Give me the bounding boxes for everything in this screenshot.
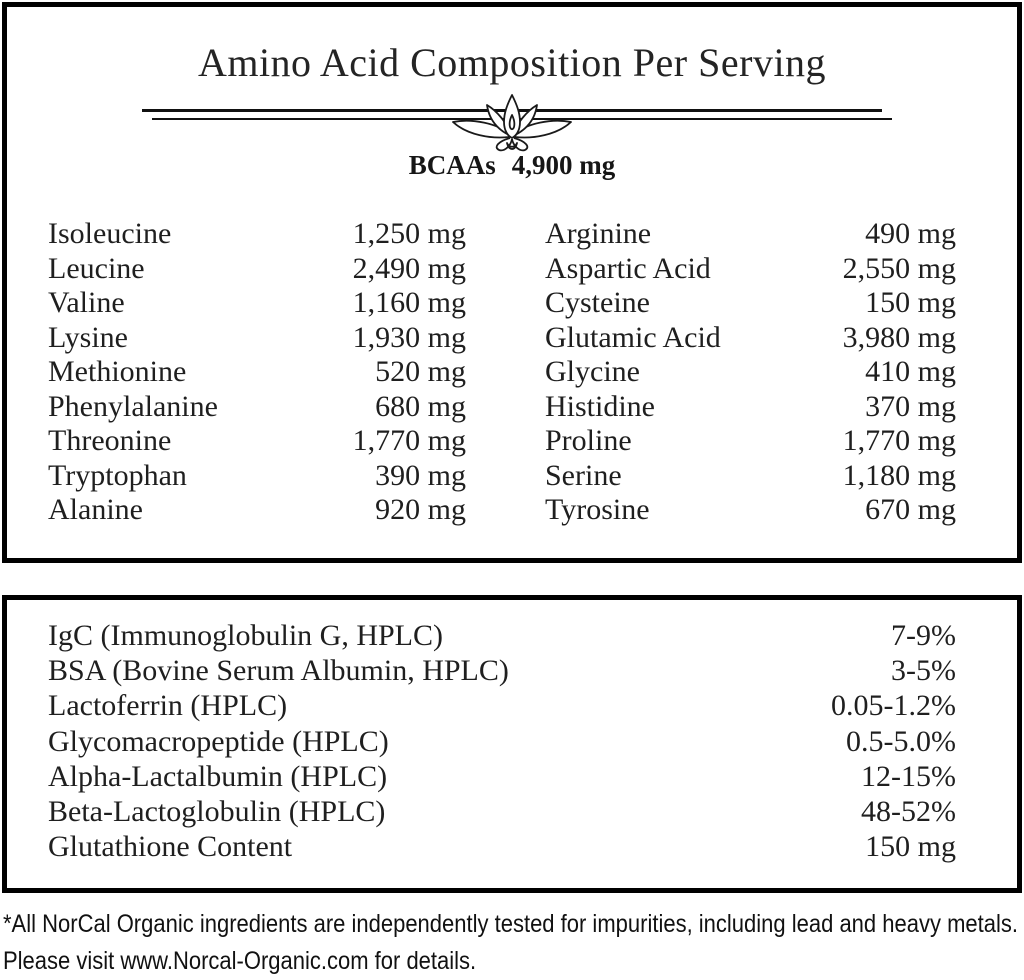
nutrient-value: 150 mg xyxy=(865,830,956,864)
table-row: Tyrosine 670 mg xyxy=(545,493,956,528)
nutrient-name: Cysteine xyxy=(545,286,650,319)
table-row: Valine 1,160 mg xyxy=(48,286,466,321)
table-row: Glycomacropeptide (HPLC) 0.5-5.0% xyxy=(48,724,956,759)
protein-fraction-panel: IgC (Immunoglobulin G, HPLC) 7-9% BSA (Bov… xyxy=(2,595,1022,893)
nutrient-value: 1,180 mg xyxy=(842,458,956,492)
nutrient-value: 3-5% xyxy=(891,654,956,688)
nutrient-name: Glutamic Acid xyxy=(545,320,721,354)
nutrient-name: Alpha-Lactalbumin (HPLC) xyxy=(48,759,388,793)
nutrient-value: 680 mg xyxy=(375,389,466,423)
table-row: Phenylalanine 680 mg xyxy=(48,390,466,425)
nutrient-value: 2,490 mg xyxy=(352,251,466,285)
nutrient-value: 1,160 mg xyxy=(352,286,466,319)
footnote: *All NorCal Organic ingredients are inde… xyxy=(3,910,1018,975)
nutrient-name: Tryptophan xyxy=(48,458,187,492)
nutrient-value: 490 mg xyxy=(865,217,956,250)
nutrient-value: 12-15% xyxy=(861,759,956,793)
nutrient-name: Methionine xyxy=(48,355,187,388)
table-row: Histidine 370 mg xyxy=(545,390,956,425)
nutrient-name: Isoleucine xyxy=(48,217,172,250)
nutrient-value: 0.5-5.0% xyxy=(846,724,956,758)
nutrient-value: 1,770 mg xyxy=(842,424,956,457)
bcaa-value: 4,900 mg xyxy=(511,150,616,180)
nutrient-value: 150 mg xyxy=(865,286,956,319)
nutrient-value: 2,550 mg xyxy=(842,251,956,285)
nutrient-value: 0.05-1.2% xyxy=(831,689,956,723)
table-row: BSA (Bovine Serum Albumin, HPLC) 3-5% xyxy=(48,653,956,688)
nutrient-name: Alanine xyxy=(48,493,143,526)
page-title: Amino Acid Composition Per Serving xyxy=(197,40,827,85)
nutrient-name: Glutathione Content xyxy=(48,830,293,864)
table-row: Alanine 920 mg xyxy=(48,493,466,528)
protein-fraction-table: IgC (Immunoglobulin G, HPLC) 7-9% BSA (Bov… xyxy=(7,618,1017,864)
table-row: Serine 1,180 mg xyxy=(545,459,956,494)
nutrient-name: Glycine xyxy=(545,355,640,388)
table-row: Isoleucine 1,250 mg xyxy=(48,217,466,252)
table-row: Beta-Lactoglobulin (HPLC) 48-52% xyxy=(48,794,956,829)
table-row: Glutathione Content 150 mg xyxy=(48,829,956,864)
nutrient-name: Lysine xyxy=(48,320,128,354)
table-row: Tryptophan 390 mg xyxy=(48,459,466,494)
nutrient-name: Threonine xyxy=(48,424,172,457)
ornament-divider xyxy=(7,91,1017,152)
bcaa-label: BCAAs xyxy=(408,150,496,180)
nutrient-name: Histidine xyxy=(545,389,655,423)
table-row: Glutamic Acid 3,980 mg xyxy=(545,321,956,356)
table-row: Alpha-Lactalbumin (HPLC) 12-15% xyxy=(48,759,956,794)
nutrient-name: Leucine xyxy=(48,251,145,285)
nutrient-name: Lactoferrin (HPLC) xyxy=(48,689,288,723)
amino-acid-column-left: Isoleucine 1,250 mg Leucine 2,490 mg Valine 1… xyxy=(48,217,466,528)
nutrient-name: Phenylalanine xyxy=(48,389,218,423)
table-row: Leucine 2,490 mg xyxy=(48,252,466,287)
table-row: Proline 1,770 mg xyxy=(545,424,956,459)
amino-acid-panel: Amino Acid Composition Per Serving BCAAs… xyxy=(2,2,1022,563)
nutrient-name: Valine xyxy=(48,286,125,319)
nutrient-name: Serine xyxy=(545,458,622,492)
nutrient-name: IgC (Immunoglobulin G, HPLC) xyxy=(48,619,443,652)
nutrient-value: 390 mg xyxy=(375,458,466,492)
nutrient-value: 520 mg xyxy=(375,355,466,388)
nutrient-value: 370 mg xyxy=(865,389,956,423)
table-row: Glycine 410 mg xyxy=(545,355,956,390)
nutrient-value: 48-52% xyxy=(861,795,956,829)
nutrient-value: 1,250 mg xyxy=(352,217,466,250)
table-row: Cysteine 150 mg xyxy=(545,286,956,321)
bcaa-total: BCAAs 4,900 mg xyxy=(7,149,1017,181)
table-row: Aspartic Acid 2,550 mg xyxy=(545,252,956,287)
table-row: Methionine 520 mg xyxy=(48,355,466,390)
nutrient-name: Aspartic Acid xyxy=(545,251,711,285)
nutrient-value: 920 mg xyxy=(375,493,466,526)
nutrient-value: 7-9% xyxy=(891,619,956,652)
lotus-ornament-icon xyxy=(452,94,572,152)
nutrient-value: 670 mg xyxy=(865,493,956,526)
nutrient-name: Beta-Lactoglobulin (HPLC) xyxy=(48,795,386,829)
nutrient-name: Arginine xyxy=(545,217,652,250)
amino-acid-table: Isoleucine 1,250 mg Leucine 2,490 mg Valine 1… xyxy=(7,217,1017,528)
nutrient-name: Proline xyxy=(545,424,632,457)
table-row: Lysine 1,930 mg xyxy=(48,321,466,356)
table-row: Lactoferrin (HPLC) 0.05-1.2% xyxy=(48,688,956,723)
amino-acid-column-right: Arginine 490 mg Aspartic Acid 2,550 mg Cyste… xyxy=(545,217,956,528)
table-row: Arginine 490 mg xyxy=(545,217,956,252)
nutrient-name: BSA (Bovine Serum Albumin, HPLC) xyxy=(48,654,509,688)
nutrient-value: 3,980 mg xyxy=(842,320,956,354)
nutrient-value: 410 mg xyxy=(865,355,956,388)
nutrient-value: 1,770 mg xyxy=(352,424,466,457)
table-row: Threonine 1,770 mg xyxy=(48,424,466,459)
nutrient-value: 1,930 mg xyxy=(352,320,466,354)
table-row: IgC (Immunoglobulin G, HPLC) 7-9% xyxy=(48,618,956,653)
nutrient-name: Tyrosine xyxy=(545,493,650,526)
nutrient-name: Glycomacropeptide (HPLC) xyxy=(48,724,389,758)
